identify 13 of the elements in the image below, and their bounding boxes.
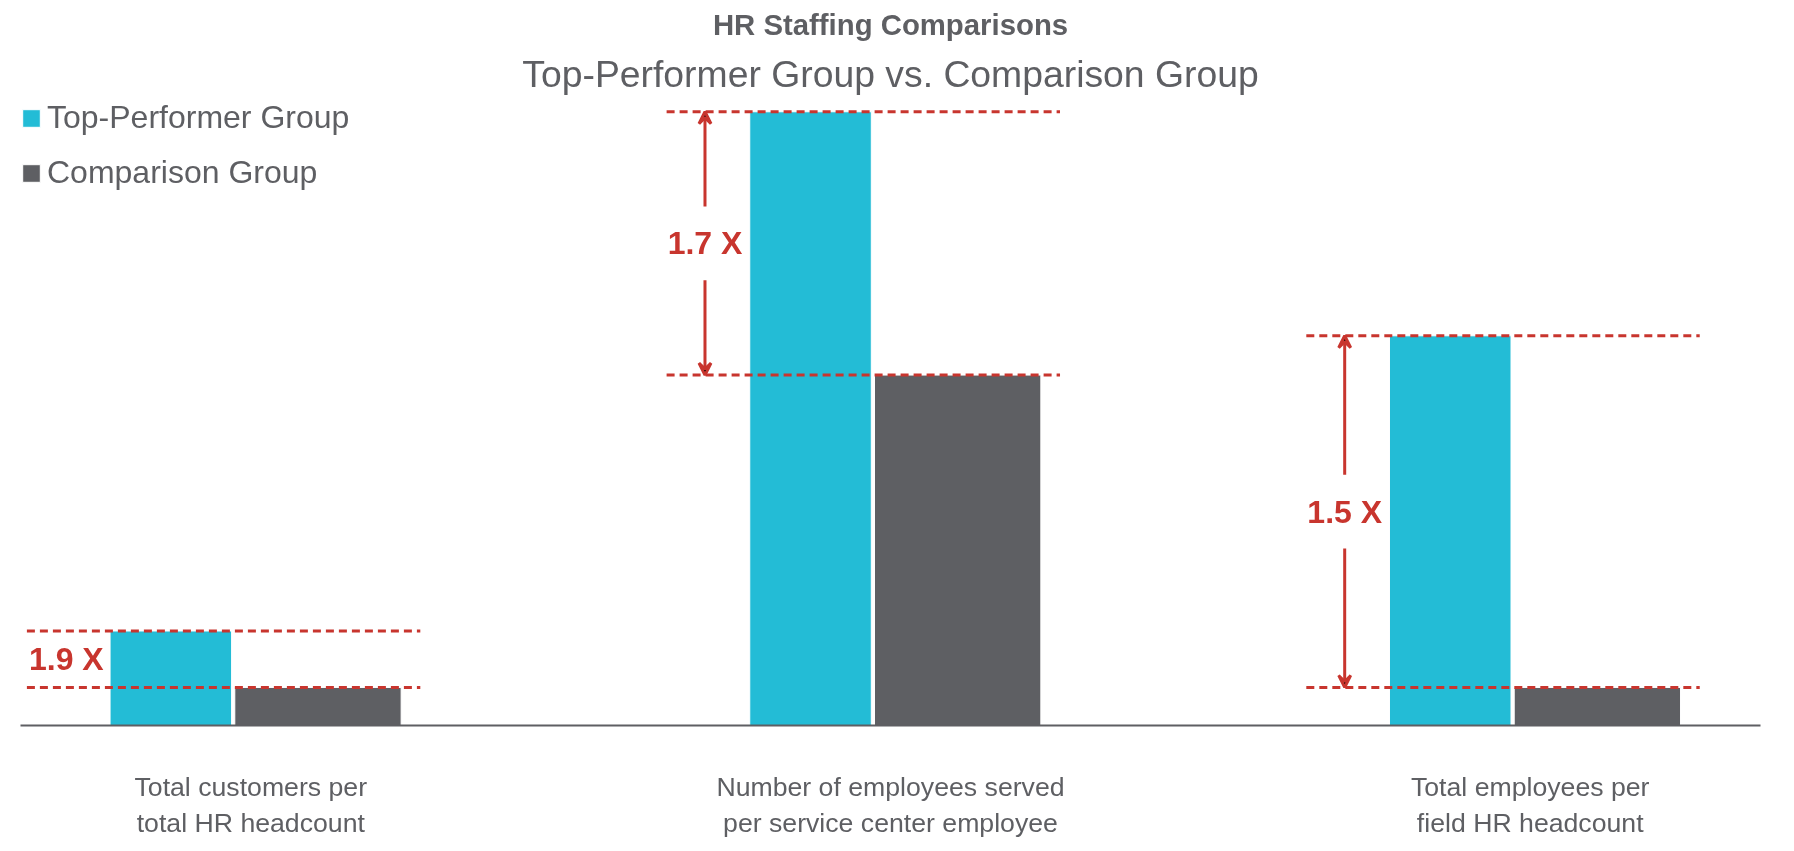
legend-label: Comparison Group: [47, 154, 318, 191]
bar: [109, 630, 233, 726]
chart-subtitle: Top-Performer Group vs. Comparison Group: [522, 52, 1259, 95]
legend-label: Top-Performer Group: [47, 99, 350, 136]
annotation: 1.9 X: [28, 641, 105, 678]
annotation: 1.7 X: [667, 225, 743, 262]
bar: [749, 111, 872, 726]
x-tick-label: Total employees per field HR headcount: [1410, 771, 1650, 838]
bar: [1388, 335, 1512, 726]
x-tick-label: Total customers per total HR headcount: [134, 771, 368, 838]
chart-title: HR Staffing Comparisons: [712, 7, 1069, 41]
annotation: 1.5 X: [1307, 493, 1383, 530]
x-tick-label: Number of employees served per service center employee: [716, 771, 1065, 838]
